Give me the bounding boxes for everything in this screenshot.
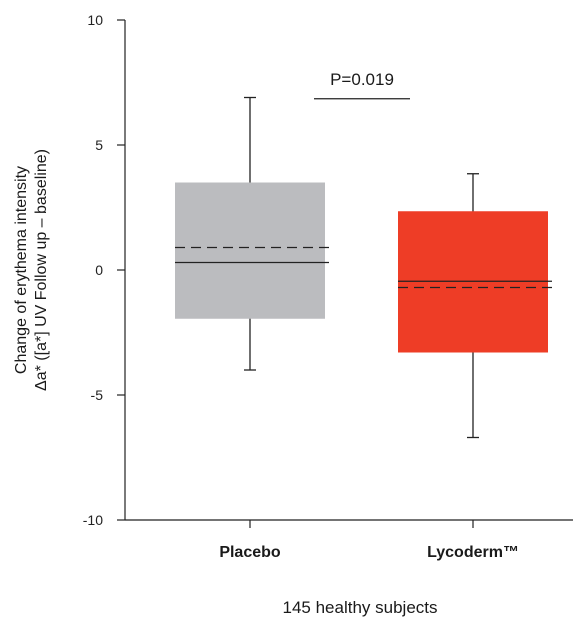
p-value-label: P=0.019 [330,70,394,89]
box-placebo [175,96,329,371]
x-category-label: Lycoderm™ [427,544,519,561]
boxes-group [175,96,552,439]
y-axis-title-line1: Change of erythema intensity [13,166,30,374]
box-lycoderm [398,173,552,439]
y-axis-title-line2: Δa* ([a*] UV Follow up – baseline) [33,149,50,391]
x-ticks-group: Placebo Lycoderm™ [219,520,519,561]
iqr-box [175,182,325,319]
y-tick-label: 10 [87,12,103,28]
y-ticks-group: 10 5 0 -5 -10 [83,12,125,528]
y-tick-label: -10 [83,512,103,528]
y-tick-label: 5 [95,137,103,153]
y-tick-label: -5 [91,387,104,403]
x-axis-title: 145 healthy subjects [283,598,438,617]
x-category-label: Placebo [219,544,281,561]
y-tick-label: 0 [95,262,103,278]
